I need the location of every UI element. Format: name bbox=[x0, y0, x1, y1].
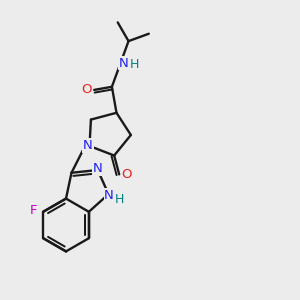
Text: O: O bbox=[122, 168, 132, 181]
Text: N: N bbox=[93, 162, 103, 175]
Text: N: N bbox=[118, 57, 128, 70]
Text: F: F bbox=[30, 204, 37, 217]
Text: N: N bbox=[104, 189, 114, 202]
Text: O: O bbox=[81, 83, 92, 96]
Text: H: H bbox=[115, 193, 124, 206]
Text: N: N bbox=[83, 139, 93, 152]
Text: H: H bbox=[129, 58, 139, 71]
